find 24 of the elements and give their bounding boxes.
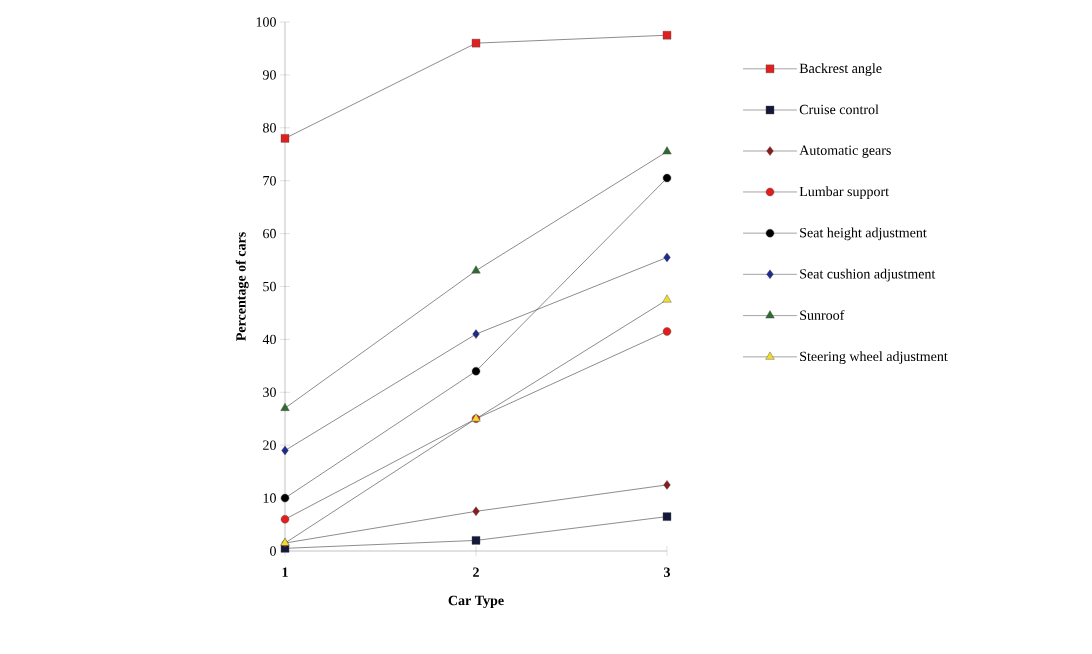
legend-label: Automatic gears	[799, 145, 891, 158]
legend-label: Steering wheel adjustment	[800, 351, 948, 364]
x-tick-label: 3	[664, 567, 671, 577]
y-tick-label: 70	[263, 175, 276, 186]
y-tick-label: 0	[270, 546, 276, 556]
y-tick-label: 50	[263, 281, 276, 292]
x-tick-label: 1	[282, 567, 288, 577]
y-tick-label: 80	[263, 123, 276, 133]
legend-label: Cruise control	[799, 104, 879, 115]
y-tick-label: 90	[262, 70, 276, 80]
y-tick-label: 10	[263, 493, 276, 503]
x-tick-label: 2	[473, 567, 479, 577]
legend-label: Seat height adjustment	[800, 227, 927, 241]
y-tick-label: 20	[263, 440, 276, 450]
y-tick-label: 60	[263, 228, 276, 239]
legend-label: Seat cushion adjustment	[800, 268, 936, 282]
y-axis-title: Percentage of cars	[235, 232, 249, 341]
y-tick-label: 100	[256, 17, 276, 27]
legend-label: Backrest angle	[799, 63, 882, 76]
y-tick-label: 40	[262, 334, 276, 345]
legend-label: Sunroof	[800, 309, 845, 320]
y-tick-label: 30	[263, 387, 276, 398]
legend-label: Lumbar support	[799, 186, 889, 200]
x-axis-title: Car Type	[448, 595, 504, 609]
